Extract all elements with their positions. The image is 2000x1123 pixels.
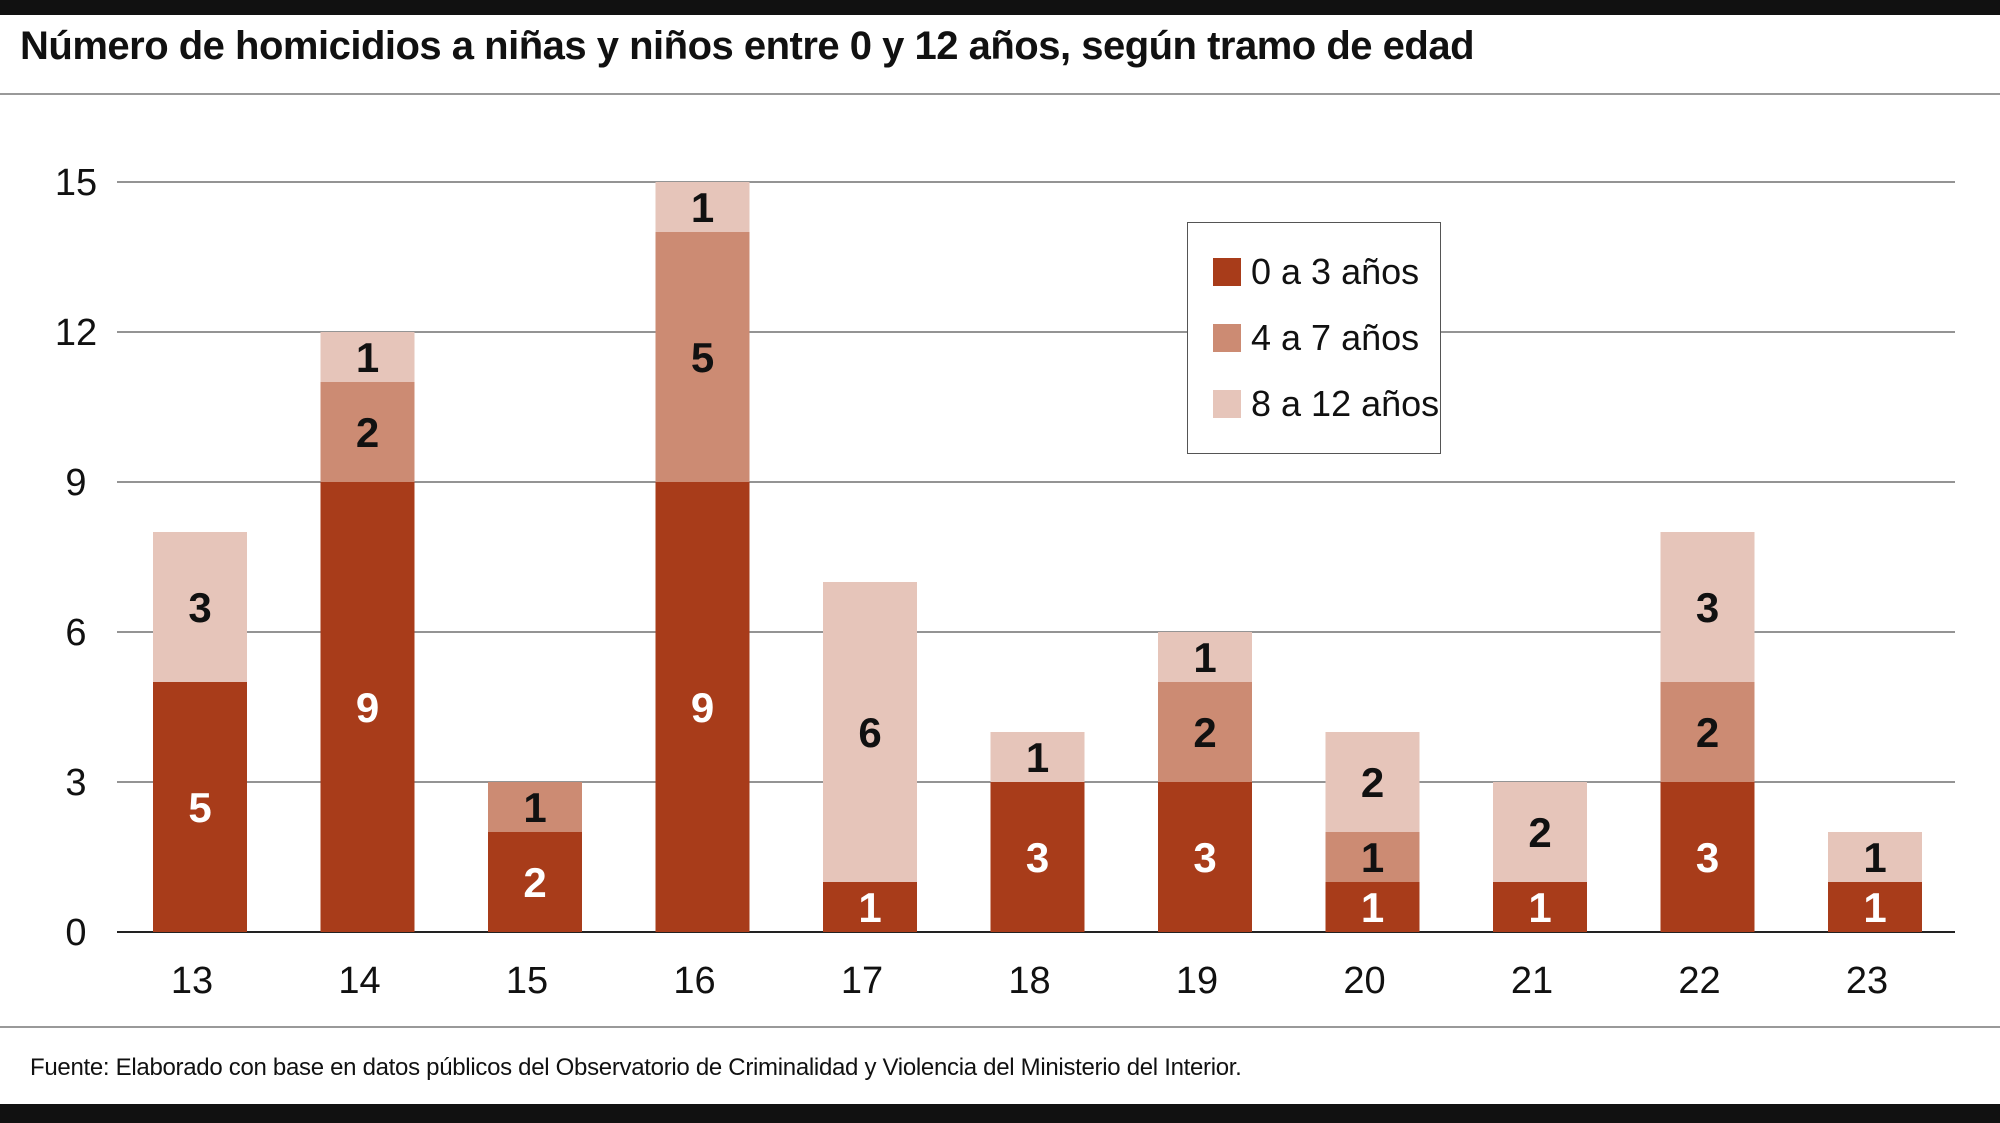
bar-segment <box>1660 682 1755 782</box>
bar-segment <box>655 182 750 232</box>
data-label: 1 <box>523 784 546 831</box>
y-tick-label: 15 <box>55 162 97 204</box>
y-tick-label: 0 <box>65 912 86 954</box>
bar-segment <box>655 232 750 482</box>
data-label: 1 <box>1361 834 1384 881</box>
y-tick-label: 6 <box>65 612 86 654</box>
bar-segment <box>1493 882 1587 932</box>
data-label: 2 <box>1528 809 1551 856</box>
legend-swatch <box>1213 258 1241 286</box>
data-label: 1 <box>1863 834 1886 881</box>
data-label: 1 <box>1026 734 1049 781</box>
x-tick-label: 21 <box>1511 960 1553 1002</box>
legend: 0 a 3 años 4 a 7 años 8 a 12 años <box>1187 222 1441 454</box>
data-label: 2 <box>1696 709 1719 756</box>
x-tick-label: 23 <box>1846 960 1888 1002</box>
legend-label: 4 a 7 años <box>1251 317 1420 358</box>
chart: 0369121553139211421159511616173118321191… <box>55 162 1955 1002</box>
data-label: 1 <box>1361 884 1384 931</box>
y-tick-label: 3 <box>65 762 86 804</box>
data-label: 2 <box>523 859 546 906</box>
bar-segment <box>488 782 582 832</box>
bar-segment <box>1828 832 1922 882</box>
x-tick-label: 16 <box>673 960 715 1002</box>
data-label: 3 <box>188 584 211 631</box>
legend-item: 4 a 7 años <box>1213 317 1419 359</box>
bar-segment <box>823 582 917 882</box>
data-label: 3 <box>1193 834 1216 881</box>
legend-swatch <box>1213 390 1241 418</box>
data-label: 3 <box>1696 584 1719 631</box>
data-label: 2 <box>356 409 379 456</box>
top-border <box>0 0 2000 15</box>
y-tick-label: 12 <box>55 312 97 354</box>
legend-item: 0 a 3 años <box>1213 251 1419 293</box>
legend-label: 0 a 3 años <box>1251 251 1420 292</box>
bar-segment <box>1828 882 1922 932</box>
data-label: 9 <box>691 684 714 731</box>
data-label: 1 <box>858 884 881 931</box>
data-label: 1 <box>1863 884 1886 931</box>
bar-segment <box>1158 632 1252 682</box>
bar-segment <box>320 382 415 482</box>
bar-segment <box>1660 782 1755 932</box>
legend-label: 8 a 12 años <box>1251 383 1440 424</box>
bar-segment <box>1325 732 1420 832</box>
bar-segment <box>655 482 750 932</box>
x-tick-label: 22 <box>1678 960 1720 1002</box>
data-label: 3 <box>1026 834 1049 881</box>
data-label: 1 <box>1193 634 1216 681</box>
data-label: 1 <box>356 334 379 381</box>
bar-segment <box>1158 682 1252 782</box>
data-label: 3 <box>1696 834 1719 881</box>
bar-segment <box>1325 832 1420 882</box>
legend-swatch <box>1213 324 1241 352</box>
data-label: 5 <box>188 784 211 831</box>
x-tick-label: 17 <box>841 960 883 1002</box>
chart-title: Número de homicidios a niñas y niños ent… <box>20 24 1475 68</box>
data-label: 2 <box>1193 709 1216 756</box>
x-tick-label: 20 <box>1343 960 1385 1002</box>
data-label: 6 <box>858 709 881 756</box>
data-label: 1 <box>691 184 714 231</box>
x-tick-label: 18 <box>1008 960 1050 1002</box>
bottom-border <box>0 1104 2000 1123</box>
data-label: 9 <box>356 684 379 731</box>
data-label: 5 <box>691 334 714 381</box>
x-tick-label: 19 <box>1176 960 1218 1002</box>
bar-segment <box>990 732 1085 782</box>
data-label: 2 <box>1361 759 1384 806</box>
bar-segment <box>320 482 415 932</box>
footer-divider <box>0 1026 2000 1028</box>
bar-segment <box>1660 532 1755 682</box>
bar-segment <box>153 532 247 682</box>
source-note: Fuente: Elaborado con base en datos públ… <box>30 1054 1242 1081</box>
bar-segment <box>990 782 1085 932</box>
bar-segment <box>1493 782 1587 882</box>
data-label: 1 <box>1528 884 1551 931</box>
bar-segment <box>153 682 247 932</box>
x-tick-label: 15 <box>506 960 548 1002</box>
x-tick-label: 13 <box>171 960 213 1002</box>
x-tick-label: 14 <box>338 960 380 1002</box>
bar-segment <box>488 832 582 932</box>
bar-segment <box>1325 882 1420 932</box>
legend-item: 8 a 12 años <box>1213 383 1439 425</box>
bar-segment <box>1158 782 1252 932</box>
y-tick-label: 9 <box>65 462 86 504</box>
title-divider <box>0 93 2000 95</box>
bar-segment <box>823 882 917 932</box>
bar-segment <box>320 332 415 382</box>
